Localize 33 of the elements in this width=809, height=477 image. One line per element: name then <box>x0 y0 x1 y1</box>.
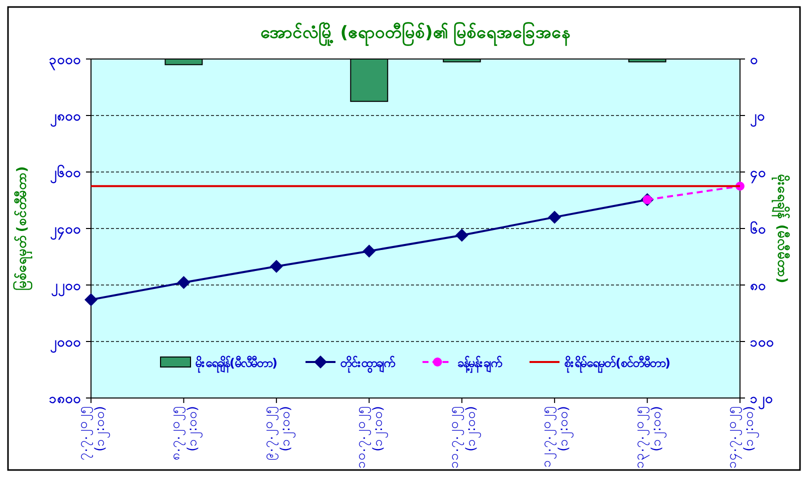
legend-label: မိုးရေချိန်(မီလီမီတာ) <box>194 354 278 374</box>
point <box>548 210 562 224</box>
x-tick-label: ၈.၇.၂၀၂၅ (၁၂:၀၀) <box>168 406 203 460</box>
point <box>270 260 283 273</box>
y-tick-label: ၃၀၀၀ <box>49 53 81 71</box>
x-tick-label: ၇.၇.၂၀၂၅ (၁၂:၀၀) <box>76 406 110 460</box>
x-tick-label: ၁၃.၇.၂၀၂၅ (၁၂:၀၀) <box>632 406 666 468</box>
y2-tick-label: ၂၀ <box>750 110 765 128</box>
y-tick-label: ၂၈၀၀ <box>50 110 81 128</box>
y-tick-label: ၂၆၀၀ <box>50 164 81 184</box>
chart-title: အောင်လံမြို့ (ဧရာဝတီမြစ်)၏ မြစ်ရေအခြေအနေ <box>260 20 571 47</box>
y-tick-label: ၂၂၀၀ <box>51 279 81 297</box>
x-tick-label: ၁၂.၇.၂၀၂၅ (၁၂:၀၀) <box>540 406 574 468</box>
point <box>177 276 190 289</box>
legend-label: တိုင်းထွာချက် <box>340 354 396 374</box>
y-tick-label: ၂၀၀၀ <box>50 336 81 354</box>
y-tick-label: ၁၈၀၀ <box>49 392 81 407</box>
y2-tick-label: ၆၀ <box>750 220 766 238</box>
y2-tick-label: ၄၀ <box>750 166 766 184</box>
legend-label: ခန့်မှန်းချက် <box>458 354 502 374</box>
y2-tick-label: ၁၀၀ <box>750 336 774 350</box>
x-tick-label: ၁၁.၇.၂၀၂၅ (၁၂:၀၀) <box>446 406 481 468</box>
point <box>362 244 376 258</box>
point <box>455 228 468 242</box>
y2-tick-label: ၈၀ <box>750 279 766 294</box>
y2-tick-label: ၀ <box>750 53 758 68</box>
legend-label: စိုးရိမ်ရေမှတ်(စင်တီမီတာ) <box>564 354 670 374</box>
y-tick-label: ၂၄၀၀ <box>50 222 81 240</box>
y-axis-title: မြစ်ရေမှတ် (စင်တီမီတာ) <box>12 166 33 291</box>
x-tick-label: ၁၀.၇.၂၀၂၅ (၁၂:၀၀) <box>354 406 388 468</box>
point <box>84 293 98 306</box>
x-tick-label: ၉.၇.၂၀၂၅ (၁၂:၀၀) <box>261 406 296 460</box>
y2-axis-title: မိုးရေချိန် (မီလီမီတာ) <box>771 174 791 284</box>
